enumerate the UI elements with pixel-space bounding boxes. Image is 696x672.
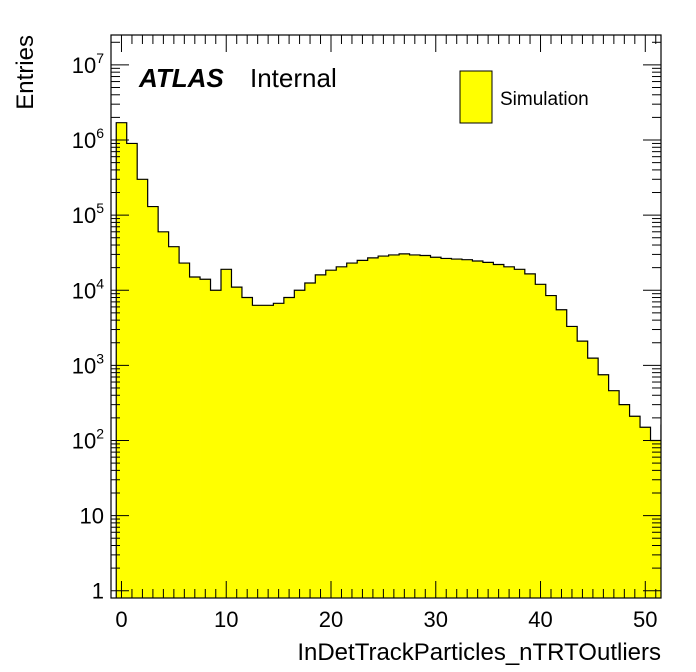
histogram-bar (315, 274, 327, 598)
atlas-label: ATLAS (138, 63, 224, 93)
histogram-bar (137, 179, 149, 598)
histogram-bar (493, 264, 505, 598)
legend-swatch-simulation (459, 70, 493, 124)
histogram-bar (221, 269, 232, 598)
y-tick-label: 1 (92, 579, 104, 604)
histogram-bar (252, 305, 264, 598)
y-tick-label: 106 (72, 125, 104, 153)
histogram-bar (283, 297, 295, 598)
y-axis-title: Entries (12, 35, 39, 110)
plot-frame (110, 34, 662, 599)
histogram-bar (420, 255, 431, 598)
histogram-bar (472, 261, 484, 598)
histogram-bar (273, 303, 285, 598)
histogram-bar (514, 269, 526, 598)
axis-ticks (110, 35, 661, 598)
histogram-bar (619, 404, 630, 598)
histogram-bar (482, 262, 494, 598)
x-tick-label: 40 (528, 607, 552, 632)
histogram-bar (378, 256, 390, 598)
histogram-bar (430, 257, 442, 598)
histogram-bar (598, 374, 610, 598)
histogram-bar (294, 290, 306, 598)
histogram-bar (357, 260, 369, 598)
histogram-bar (147, 206, 159, 598)
histogram-bar (535, 284, 547, 598)
x-tick-label: 10 (214, 607, 238, 632)
histogram-bar (608, 390, 620, 598)
histogram-outline (115, 122, 661, 598)
x-axis-title: InDetTrackParticles_nTRTOutliers (297, 639, 661, 666)
histogram-bar (640, 427, 651, 598)
histogram-bar (545, 295, 557, 598)
internal-label: Internal (250, 63, 337, 93)
histogram-bar (629, 416, 641, 598)
y-tick-labels: 1 10 102 103 104 105 106 107 (72, 50, 104, 604)
y-tick-label: 10 (80, 504, 104, 529)
histogram-bar (325, 270, 337, 598)
x-tick-labels: 0 10 20 30 40 50 (115, 607, 657, 632)
histogram-bar (126, 143, 138, 598)
histogram-bar (388, 254, 400, 598)
histogram-bar (189, 277, 201, 598)
x-tick-label: 50 (633, 607, 657, 632)
histogram-bar (587, 358, 599, 598)
y-tick-label: 104 (72, 275, 104, 303)
histogram-bar (304, 282, 316, 598)
histogram-bar (556, 309, 568, 598)
histogram-bar (200, 279, 211, 598)
histogram-bar (661, 425, 672, 598)
histogram-bars (116, 122, 672, 598)
y-tick-label: 105 (72, 200, 104, 228)
x-tick-label: 30 (424, 607, 448, 632)
histogram-bar (116, 122, 128, 598)
histogram-bar (503, 266, 515, 598)
histogram-bar (451, 259, 463, 598)
histogram-bar (210, 290, 222, 598)
histogram-bar (179, 263, 190, 598)
y-tick-label: 107 (72, 50, 104, 78)
y-tick-label: 102 (72, 425, 104, 453)
histogram-bar (566, 326, 578, 598)
x-tick-label: 20 (319, 607, 343, 632)
histogram-bar (262, 305, 274, 598)
histogram-bar (241, 297, 253, 598)
y-tick-label: 103 (72, 350, 104, 378)
histogram-bar (346, 263, 358, 598)
histogram-bar (158, 231, 170, 598)
histogram-bar (524, 273, 536, 598)
histogram-bar (461, 259, 473, 598)
histogram-bar (367, 257, 379, 598)
legend-label-simulation: Simulation (500, 89, 589, 110)
histogram-bar (336, 266, 348, 598)
histogram-bar (409, 254, 421, 598)
histogram-bar (441, 258, 452, 598)
x-tick-label: 0 (115, 607, 127, 632)
legend: Simulation (459, 70, 589, 124)
histogram-bar (231, 287, 243, 598)
histogram-bar (399, 253, 410, 598)
histogram-bar (577, 341, 589, 598)
histogram-bar (168, 246, 180, 598)
